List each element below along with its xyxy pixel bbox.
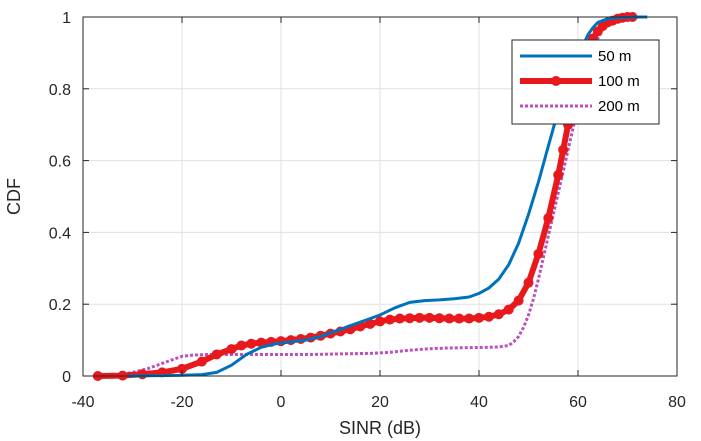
series-point-100m [553,169,564,180]
series-point-100m [513,295,524,306]
series-point-100m [493,309,504,320]
series-point-100m [384,314,395,325]
y-tick-label: 0.4 [49,225,71,242]
series-point-100m [444,313,455,324]
x-tick-label: 80 [668,394,686,411]
legend-label: 200 m [598,98,640,115]
y-tick-label: 0.6 [49,154,71,171]
series-point-100m [483,311,494,322]
y-tick-label: 0 [62,369,71,386]
series-point-100m [394,313,405,324]
axis-ticks [82,16,678,377]
legend-entry: 50 m [520,48,631,65]
y-tick-label: 0.2 [49,297,71,314]
series-point-100m [523,277,534,288]
series-point-100m [236,340,247,351]
series-point-100m [375,316,385,327]
series-point-100m [558,144,569,155]
series-point-100m [503,304,514,315]
x-tick-labels: -40 -20 0 20 40 60 80 [71,394,686,411]
x-tick-label: 0 [277,394,286,411]
legend: 50 m 100 m 200 m [511,39,660,125]
series-point-100m [434,313,445,324]
series-0 [127,15,648,378]
x-tick-label: 20 [371,394,389,411]
x-tick-label: 60 [569,394,587,411]
series-point-100m [404,313,415,324]
series-point-100m [414,312,425,323]
y-axis-label: CDF [4,178,24,215]
series-point-100m [196,356,207,367]
legend-entry: 200 m [520,98,640,115]
legend-label: 50 m [598,48,631,65]
series-point-100m [211,349,222,360]
x-tick-label: -20 [170,394,193,411]
series-point-100m [464,313,475,324]
series-point-100m [137,369,148,380]
series-point-100m [454,313,465,324]
series-point-100m [246,338,257,349]
series-point-100m [474,312,484,323]
x-axis-label: SINR (dB) [339,418,421,438]
series-point-100m [533,248,544,259]
y-tick-labels: 0 0.2 0.4 0.6 0.8 1 [49,10,71,386]
y-tick-label: 0.8 [49,82,71,99]
x-tick-label: 40 [470,394,488,411]
legend-entry: 100 m [520,73,640,90]
series-point-100m [543,213,554,224]
series-point-100m [226,344,237,355]
y-tick-label: 1 [62,10,71,27]
legend-label: 100 m [598,73,640,90]
x-tick-label: -40 [71,394,94,411]
legend-marker-100m [551,76,561,86]
series-point-100m [424,312,435,323]
series-line-50m [127,15,648,378]
